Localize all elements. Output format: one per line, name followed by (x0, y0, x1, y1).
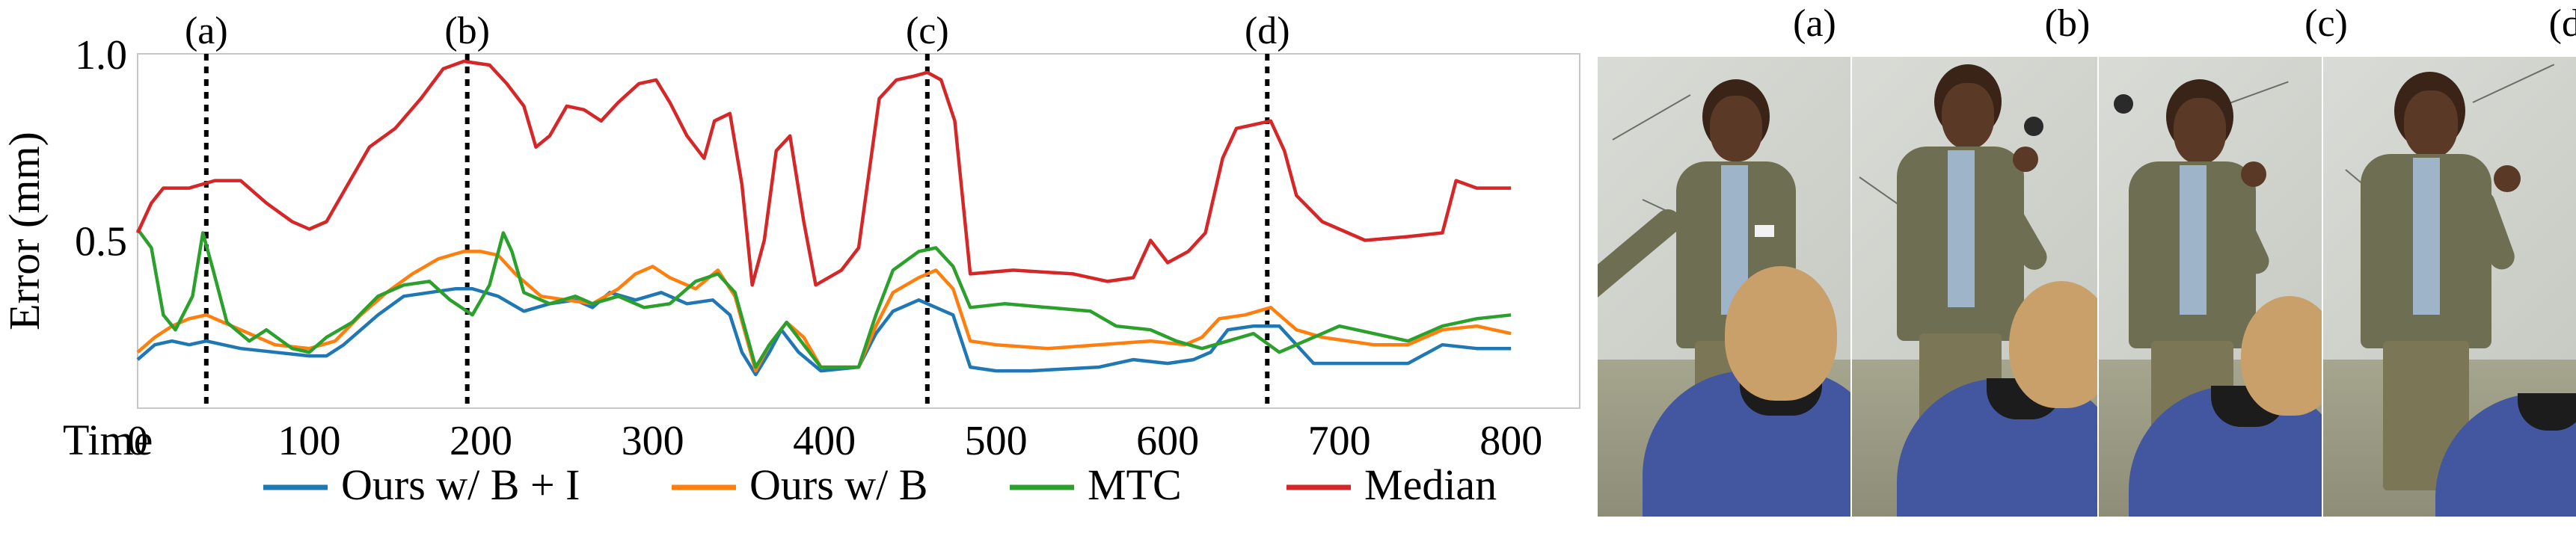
legend-label: Ours w/ B + I (341, 460, 580, 509)
marker-label: (a) (185, 10, 228, 52)
person-shirt (2413, 158, 2440, 315)
wall-marker-dot (2114, 94, 2133, 114)
x-tick-label: 400 (793, 418, 856, 464)
x-axis-label: Time (63, 416, 153, 464)
x-tick-label: 700 (1308, 418, 1371, 464)
photo-frame-b (1850, 57, 2099, 517)
person-face (1942, 83, 1994, 149)
photo-frame-a (1596, 57, 1852, 517)
series-line (136, 287, 1512, 377)
photo-frame-c (2097, 57, 2323, 517)
photo-label-d: (d) (2548, 2, 2576, 45)
person-hand (2494, 165, 2521, 192)
plot-frame (137, 53, 1580, 409)
photo-strip: (a) (b) (c) (d) (1596, 0, 2576, 533)
series-line (136, 228, 1512, 369)
person-face (2174, 98, 2226, 164)
person-face (1710, 96, 1762, 161)
y-axis-label: Error (mm) (0, 132, 49, 330)
marker-label: (d) (1245, 10, 1290, 52)
person-hand (2013, 147, 2038, 172)
foreground-hair (1725, 266, 1837, 401)
photo-label-a: (a) (1793, 2, 1836, 45)
foreground-hair (2009, 281, 2099, 408)
x-tick-label: 800 (1479, 418, 1542, 464)
person-shirt (1948, 150, 1975, 307)
series-line (135, 59, 1512, 287)
x-tick-label: 300 (622, 418, 684, 464)
photo-label-c: (c) (2304, 2, 2348, 45)
axis-layer: 0 100 200 300 400 500 600 700 800 1.0 0.5 (75, 32, 1542, 464)
x-tick-label: 200 (450, 418, 512, 464)
marker-layer: (a) (b) (c) (d) (185, 10, 1290, 408)
x-tick-label: 100 (278, 418, 341, 464)
x-tick-label: 600 (1136, 418, 1199, 464)
x-tick-label: 500 (965, 418, 1028, 464)
wall-marker-dot (2024, 117, 2043, 136)
legend: Ours w/ B + I Ours w/ B MTC Median (263, 460, 1497, 509)
y-tick-label: 0.5 (75, 218, 127, 265)
x-tick-label: 0 (127, 418, 148, 464)
photo-frame-d (2322, 57, 2576, 517)
photo-label-b: (b) (2044, 2, 2091, 45)
legend-label: Median (1364, 460, 1497, 509)
person-shirt (2180, 165, 2207, 315)
marker-label: (b) (444, 10, 490, 52)
person-badge (1755, 225, 1774, 237)
foreground-hair (2241, 296, 2323, 416)
legend-label: MTC (1088, 460, 1182, 509)
person-face (2404, 90, 2458, 158)
person-hand (2241, 161, 2266, 187)
series-layer (135, 59, 1512, 377)
marker-label: (c) (906, 10, 949, 52)
error-line-chart: (a) (b) (c) (d) 0 100 200 300 400 500 600 700 800 1.… (0, 10, 1580, 509)
y-tick-label: 1.0 (75, 32, 127, 78)
legend-label: Ours w/ B (749, 460, 927, 509)
